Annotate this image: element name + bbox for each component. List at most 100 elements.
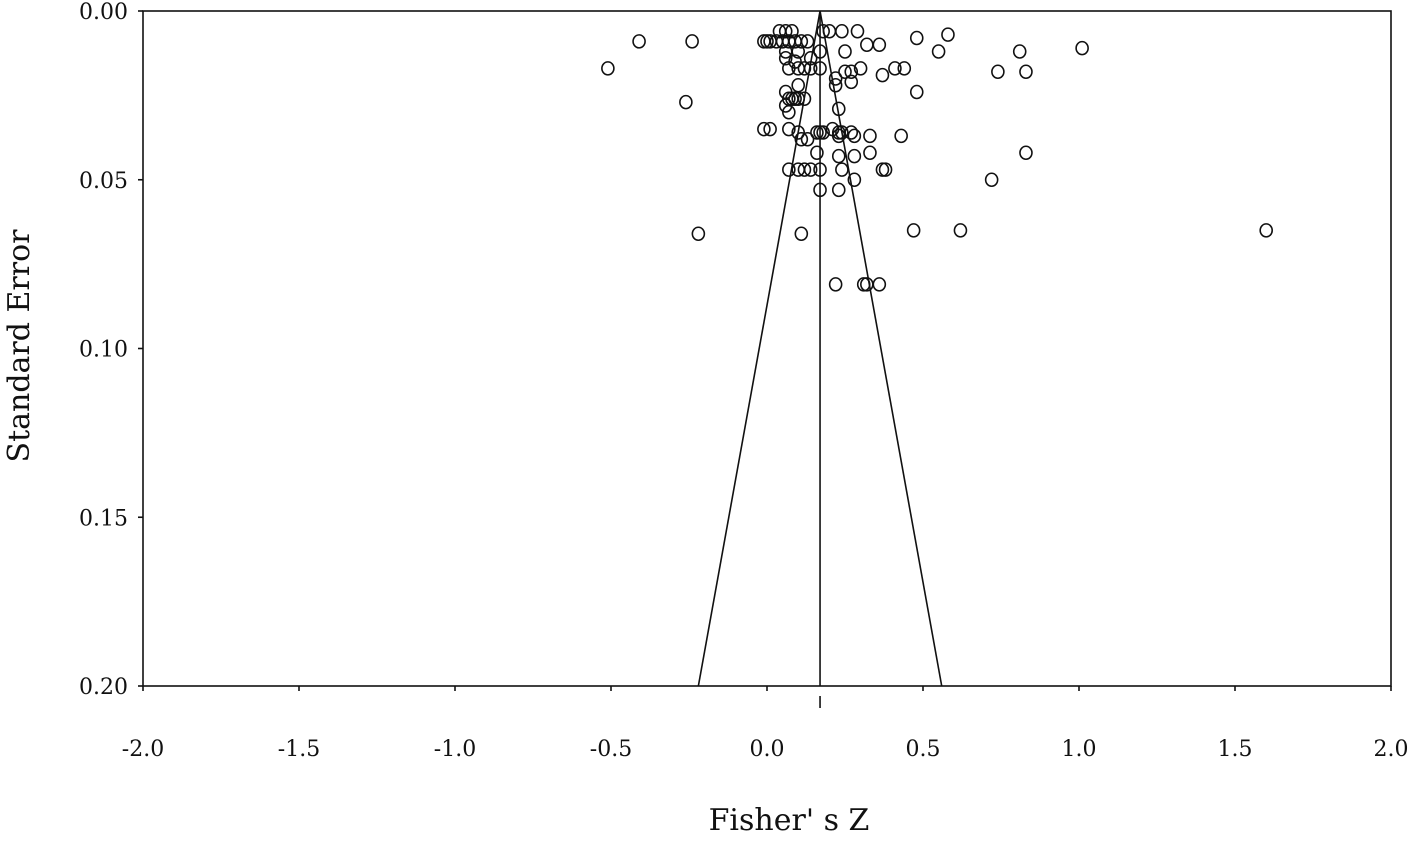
study-point (813, 182, 827, 198)
study-point (828, 77, 843, 93)
study-point (803, 61, 818, 76)
study-point (856, 277, 871, 292)
study-point (888, 61, 902, 76)
study-point (782, 162, 796, 177)
study-point (878, 162, 893, 177)
y-axis-title: Standard Error (2, 229, 37, 463)
study-point (778, 50, 793, 66)
study-point (601, 61, 615, 76)
study-point (778, 98, 793, 113)
study-point (782, 121, 796, 137)
study-point (863, 128, 877, 144)
study-point (1259, 223, 1273, 238)
study-point (800, 34, 815, 49)
study-point (810, 145, 824, 161)
study-point (863, 145, 877, 161)
study-point (941, 27, 955, 42)
study-point (835, 23, 849, 39)
study-point (872, 37, 887, 53)
study-point (847, 128, 862, 144)
study-point (835, 125, 849, 140)
data-points (601, 23, 1273, 292)
plot-frame (142, 10, 1392, 687)
study-point (860, 37, 874, 53)
x-tick-label: 1.5 (1218, 737, 1253, 762)
study-point (906, 223, 921, 238)
funnel-right-line (819, 10, 943, 687)
study-point (984, 172, 999, 188)
y-tick-label: 0.00 (79, 0, 128, 25)
study-point (816, 125, 830, 140)
x-axis-title: Fisher' s Z (709, 803, 870, 838)
study-point (782, 104, 796, 120)
study-point (844, 74, 859, 90)
y-axis-ticks: 0.00 0.05 0.10 0.15 0.20 (79, 0, 143, 700)
study-point (872, 277, 887, 292)
x-tick-label: 2.0 (1374, 737, 1409, 762)
x-tick-label: 0.5 (906, 737, 941, 762)
study-point (803, 162, 818, 177)
study-point (828, 71, 843, 86)
study-point (844, 125, 859, 140)
study-point (785, 23, 799, 39)
study-point (875, 67, 890, 83)
study-point (816, 23, 830, 39)
study-point (794, 34, 809, 49)
study-point (838, 44, 852, 59)
study-point (847, 172, 862, 188)
study-point (813, 44, 827, 59)
study-point (763, 121, 777, 137)
study-point (632, 34, 646, 49)
x-tick-label: -0.5 (590, 737, 632, 762)
funnel-lines (697, 10, 943, 708)
study-point (953, 223, 968, 238)
study-point (1012, 44, 1027, 59)
study-point (931, 44, 946, 59)
study-point (850, 23, 865, 39)
study-point (800, 131, 815, 147)
study-point (797, 162, 812, 177)
study-point (803, 50, 818, 66)
study-point (831, 128, 846, 144)
funnel-left-line (697, 10, 821, 687)
y-tick-label: 0.05 (79, 169, 128, 194)
study-point (844, 64, 859, 80)
study-point (791, 77, 806, 93)
study-point (778, 23, 793, 39)
study-point (831, 182, 846, 198)
study-point (909, 30, 924, 46)
study-point (909, 84, 924, 100)
y-tick-label: 0.15 (79, 506, 128, 531)
study-point (813, 61, 827, 76)
study-point (791, 91, 806, 107)
study-point (835, 162, 849, 177)
y-tick-label: 0.20 (79, 675, 128, 700)
x-tick-label: 1.0 (1062, 737, 1097, 762)
study-point (791, 125, 806, 140)
study-point (757, 121, 771, 137)
study-point (797, 91, 812, 107)
x-tick-label: 0.0 (750, 737, 785, 762)
study-point (847, 148, 862, 164)
study-point (853, 61, 868, 76)
study-point (831, 101, 846, 117)
study-point (838, 64, 852, 80)
study-point (794, 226, 809, 242)
study-point (782, 61, 796, 76)
x-axis-ticks: -2.0 -1.5 -1.0 -0.5 0.0 0.5 1.0 1.5 2.0 (122, 686, 1409, 762)
study-point (679, 94, 693, 110)
study-point (831, 148, 846, 164)
study-point (691, 226, 706, 242)
study-point (828, 277, 843, 292)
x-tick-label: -1.0 (434, 737, 476, 762)
study-point (1019, 145, 1033, 161)
study-point (875, 162, 890, 177)
x-tick-label: -2.0 (122, 737, 164, 762)
study-point (794, 131, 809, 147)
study-point (1075, 40, 1089, 56)
study-point (813, 162, 827, 177)
x-tick-label: -1.5 (278, 737, 320, 762)
study-point (778, 44, 793, 59)
study-point (897, 61, 912, 76)
